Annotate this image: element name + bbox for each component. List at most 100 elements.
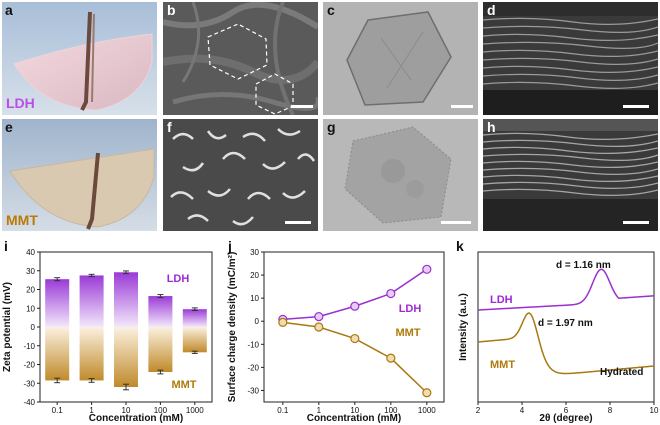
chart-k-ylabel: Intensity (a.u.) — [458, 293, 469, 361]
tem-ldh-platelet-image — [323, 2, 478, 115]
chart-j-point-ldh — [350, 301, 360, 311]
chart-j-ytick-label: 0 — [255, 317, 260, 326]
tem-ldh-platelet — [323, 2, 478, 115]
chart-i-bar-ldh — [114, 272, 138, 327]
chart-i-ytick-label: 40 — [26, 248, 35, 257]
chart-j-legend-mmt: MMT — [395, 327, 420, 339]
panel-b-label: b — [167, 2, 176, 18]
chart-k-xtick-label: 10 — [650, 406, 659, 415]
chart-j-ytick-label: 20 — [250, 271, 259, 280]
sem-mmt-cross-section-image — [483, 119, 658, 231]
chart-j-point-mmt — [278, 317, 288, 327]
panel-d-scale-bar — [623, 105, 649, 108]
chart-i-bar-mmt — [114, 327, 138, 387]
chart-i-ytick-label: 0 — [31, 323, 36, 332]
chart-j-legend-ldh: LDH — [399, 303, 422, 315]
chart-k-annotation-ldh: d = 1.16 nm — [556, 260, 611, 271]
chart-j-xtick-label: 0.1 — [277, 406, 289, 415]
chart-i-ytick-label: 30 — [26, 267, 35, 276]
sem-ldh-cross-section — [483, 2, 658, 115]
chart-i-xtick-label: 1 — [89, 406, 94, 415]
chart-i-xlabel: Concentration (mM) — [89, 413, 183, 424]
tem-mmt-sheet — [323, 119, 478, 231]
panel-i-label: i — [4, 238, 8, 254]
chart-j-point-ldh — [314, 312, 324, 322]
panel-c-label: c — [327, 2, 335, 18]
panel-g-scale-bar — [441, 221, 471, 224]
chart-j-xtick-label: 1000 — [418, 406, 436, 415]
chart-i-bar-mmt — [45, 327, 70, 381]
xrd-chart: 2 4 6 8 10 2θ (degree) Intensity (a.u.) LDH MMT d… — [458, 251, 659, 424]
chart-j-ytick-label: -10 — [247, 340, 259, 349]
chart-i-ytick-label: -30 — [23, 379, 35, 388]
chart-j-frame — [263, 251, 445, 403]
sem-ldh-surface-image — [163, 2, 318, 115]
chart-i-bar-ldh — [182, 309, 207, 327]
chart-k-annotation-hydrated: Hydrated — [600, 367, 643, 378]
chart-i-xtick-label: 10 — [122, 406, 131, 415]
panel-d-label: d — [487, 2, 496, 18]
chart-j-xtick-label: 10 — [350, 406, 359, 415]
chart-j-xtick-label: 1 — [317, 406, 322, 415]
chart-i-legend-mmt: MMT — [171, 379, 196, 391]
panel-j-label: j — [228, 238, 232, 254]
chart-k-line-mmt — [477, 312, 655, 375]
panel-e-mmt-tag: MMT — [6, 212, 38, 228]
chart-i-bar-ldh — [148, 296, 173, 327]
chart-j-point-mmt — [350, 333, 360, 344]
chart-k-legend-mmt: MMT — [490, 359, 515, 371]
panel-k-label: k — [456, 238, 464, 254]
chart-k-xtick-label: 6 — [564, 406, 569, 415]
sem-ldh-surface — [163, 2, 318, 115]
surface-charge-chart: -30 -20 -10 0 10 20 30 0.1 1 10 100 1000 Concentrati… — [227, 248, 445, 424]
chart-k-annotation-mmt: d = 1.97 nm — [538, 318, 593, 329]
panel-b-scale-bar — [291, 105, 313, 108]
sem-ldh-cross-section-image — [483, 2, 658, 115]
chart-j-xtick-label: 100 — [384, 406, 398, 415]
photo-mmt-film — [2, 119, 157, 231]
chart-k-legend-ldh: LDH — [490, 294, 513, 306]
chart-i-bar-ldh — [45, 279, 70, 327]
chart-i-xtick-label: 1000 — [186, 406, 204, 415]
chart-i-bar-mmt — [182, 327, 207, 353]
chart-j-ylabel: Surface charge density (mC/m²) — [227, 252, 238, 403]
panel-a-label: a — [5, 2, 13, 18]
panel-f-scale-bar — [285, 221, 311, 224]
sem-mmt-cross-section — [483, 119, 658, 231]
chart-j-ytick-label: -20 — [247, 363, 259, 372]
tem-mmt-sheet-image — [323, 119, 478, 231]
chart-i-bar-mmt — [148, 327, 173, 372]
chart-k-xtick-label: 2 — [476, 406, 481, 415]
zeta-potential-chart: -40 -30 -20 -10 0 10 20 30 40 0.1 1 10 100 1000Concen… — [2, 248, 213, 424]
chart-i-ytick-label: -40 — [23, 398, 35, 407]
chart-k-xtick-label: 8 — [608, 406, 613, 415]
chart-j-point-ldh — [386, 288, 396, 299]
chart-i-ytick-label: -20 — [23, 361, 35, 370]
chart-j-point-mmt — [422, 388, 432, 398]
chart-j-point-ldh — [422, 264, 432, 274]
chart-i-ylabel: Zeta potential (mV) — [2, 282, 13, 372]
chart-i-bar-ldh — [79, 275, 104, 327]
chart-j-point-mmt — [386, 353, 396, 363]
chart-i-xtick-label: 0.1 — [52, 406, 64, 415]
chart-k-xtick-label: 4 — [520, 406, 525, 415]
photo-mmt-image — [2, 119, 157, 231]
chart-i-xtick-label: 100 — [154, 406, 168, 415]
panel-c-scale-bar — [451, 105, 473, 108]
chart-i-legend-ldh: LDH — [167, 273, 190, 285]
sem-mmt-surface-image — [163, 119, 318, 231]
chart-i-bar-mmt — [79, 327, 104, 381]
panel-e-label: e — [5, 119, 13, 135]
chart-i-ytick-label: -10 — [23, 342, 35, 351]
chart-k-xlabel: 2θ (degree) — [539, 413, 592, 424]
chart-j-ytick-label: 30 — [250, 248, 259, 257]
sem-mmt-surface — [163, 119, 318, 231]
chart-k-line-ldh — [477, 268, 655, 311]
chart-i-ytick-label: 20 — [26, 286, 35, 295]
chart-j-point-mmt — [314, 322, 324, 332]
chart-j-ytick-label: -30 — [247, 386, 259, 395]
chart-j-xlabel: Concentration (mM) — [307, 413, 401, 424]
chart-i-ytick-label: 10 — [26, 304, 35, 313]
panel-a-ldh-tag: LDH — [6, 95, 35, 111]
photo-ldh-image — [2, 2, 157, 115]
